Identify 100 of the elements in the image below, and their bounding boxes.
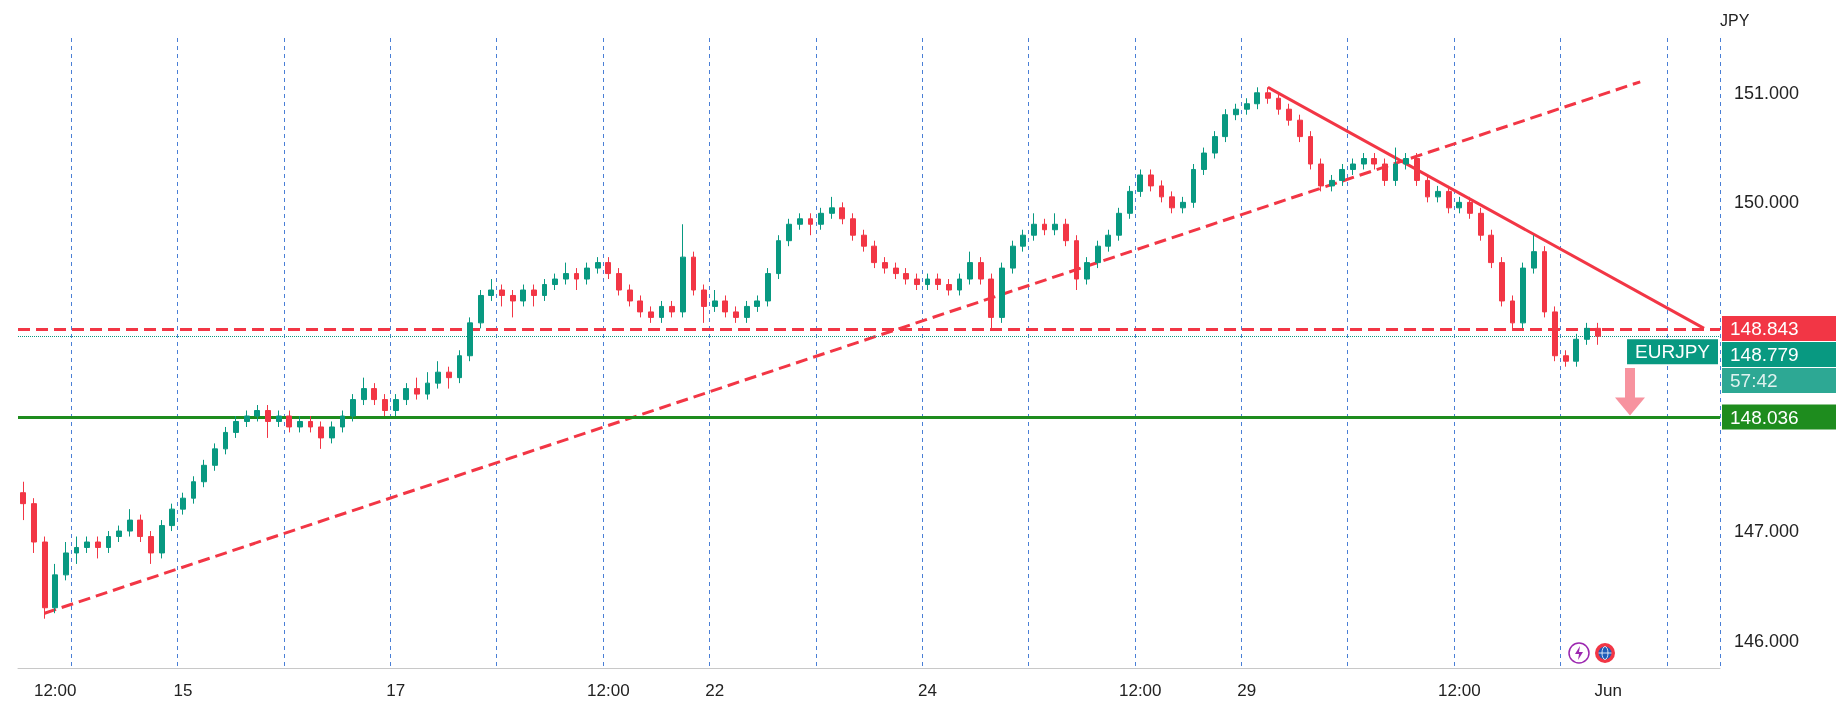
candlestick [1116,207,1122,242]
candlestick [903,267,909,286]
candlestick [425,371,430,401]
candlestick [722,294,728,318]
candlestick [786,218,792,247]
y-tick-label: 151.000 [1734,82,1800,103]
candlestick [393,393,399,417]
x-tick-label: 24 [918,681,937,700]
candlestick [1052,212,1058,236]
candlestick [882,256,888,275]
candlestick [212,442,218,472]
candlestick [148,530,154,565]
candlestick [574,267,579,291]
candlestick [1159,179,1164,203]
candlestick [850,212,856,242]
candlestick [1446,185,1452,214]
candlestick [1074,234,1079,291]
candlestick [1297,114,1303,143]
candlestick [1222,108,1228,143]
candlestick [1180,196,1186,214]
candlestick [957,273,962,296]
candlestick [1531,234,1537,275]
candlestick [765,267,771,307]
candlestick [1042,218,1047,236]
candlestick [1233,103,1239,121]
candlestick [861,229,867,253]
y-tick-label: 147.000 [1734,521,1800,542]
candlestick [1169,190,1175,214]
candlestick [106,530,111,554]
candlestick [1499,256,1505,307]
candlestick [1095,240,1101,269]
candlestick [1063,218,1069,247]
y-tick-label: 150.000 [1734,192,1800,213]
candlestick [1191,163,1196,209]
candlestick [254,404,260,422]
candlestick [1127,185,1133,220]
candlestick [127,508,133,538]
candlestick [733,305,739,324]
candlestick [1254,86,1260,110]
candlestick [1435,185,1441,203]
candlestick [403,382,409,406]
candlestick [84,536,90,554]
candlestick [1361,152,1367,170]
candlestick [595,256,601,275]
candlestick [159,519,165,559]
candlestick [669,300,675,318]
candlestick [946,278,952,296]
candlestick [371,382,377,406]
candlestick [435,360,441,390]
candlestick [1329,174,1335,192]
candlestick [605,256,611,280]
candlestick [1105,229,1111,253]
x-tick-label: 29 [1237,681,1257,700]
candlestick [659,300,664,324]
candlestick [116,525,122,543]
candlestick [1414,152,1420,187]
candlestick [1371,152,1377,170]
x-tick-label: 12:00 [587,681,630,700]
candlestick [1403,152,1409,170]
ref-line-label: 148.843 [1730,318,1799,340]
x-tick-label: 22 [705,681,725,700]
candlestick [808,212,813,236]
candlestick [350,393,356,422]
candlestick [818,207,824,231]
candlestick [1286,103,1292,127]
candlestick [637,294,643,318]
candlestick [744,300,750,324]
candlestick [1010,240,1016,275]
candlestick [616,267,622,296]
ref-line-label: 148.036 [1730,406,1799,428]
candlestick [967,251,973,286]
candlestick [1276,92,1281,116]
candlestick [1425,174,1430,203]
candlestick [446,366,452,390]
x-tick-label: 12:00 [1438,681,1481,700]
candlestick [169,503,175,532]
candlestick [648,305,654,324]
y-axis-title: JPY [1720,11,1750,29]
candlestick [1350,158,1356,176]
candlestick [691,251,696,296]
candlestick [20,481,26,521]
candlestick [1212,130,1218,160]
candlestick [1244,97,1250,116]
candlestick [1488,229,1494,269]
candlestick [201,459,207,488]
candlestick [531,284,537,307]
candlestick [552,273,558,291]
candlestick [191,475,196,505]
x-tick-label: 17 [386,681,406,700]
candlestick [680,223,686,318]
candlestick [584,262,590,286]
candlestick [318,420,324,450]
candlestick [839,201,845,225]
candlestick [829,196,835,220]
x-tick-label: 12:00 [33,681,77,700]
candlestick [286,410,292,433]
candlestick [712,289,718,313]
candlestick [935,273,941,291]
candlestick [893,262,899,280]
candlestick [701,284,707,324]
